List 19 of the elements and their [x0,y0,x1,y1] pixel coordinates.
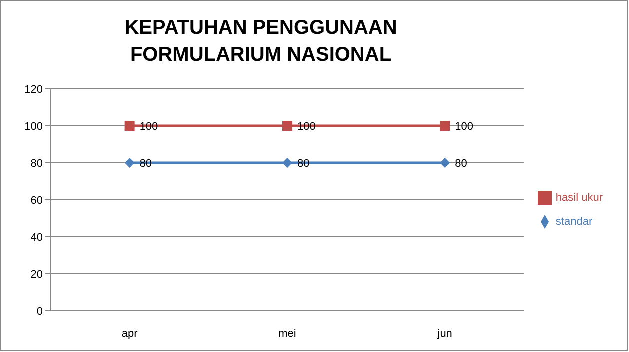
x-tick-label: jun [436,328,452,340]
y-tick-label: 120 [24,84,43,96]
legend-label: hasil ukur [556,192,603,204]
y-tick-label: 20 [30,268,43,281]
data-label: 80 [297,158,310,170]
y-tick-label: 80 [30,158,43,170]
data-label: 100 [140,120,158,133]
y-tick-label: 40 [30,232,43,244]
x-tick-label: mei [278,328,296,340]
x-tick-label: apr [122,328,138,340]
data-label: 100 [455,120,474,133]
data-label: 80 [455,158,468,170]
y-tick-label: 60 [30,194,43,207]
data-label: 80 [140,158,152,170]
y-tick-label: 100 [24,120,43,133]
chart-title: KEPATUHAN PENGGUNAAN FORMULARIUM NASIONAL [124,16,398,68]
data-label: 100 [297,120,316,133]
legend-label: standar [556,216,593,228]
y-tick-label: 0 [36,306,43,318]
